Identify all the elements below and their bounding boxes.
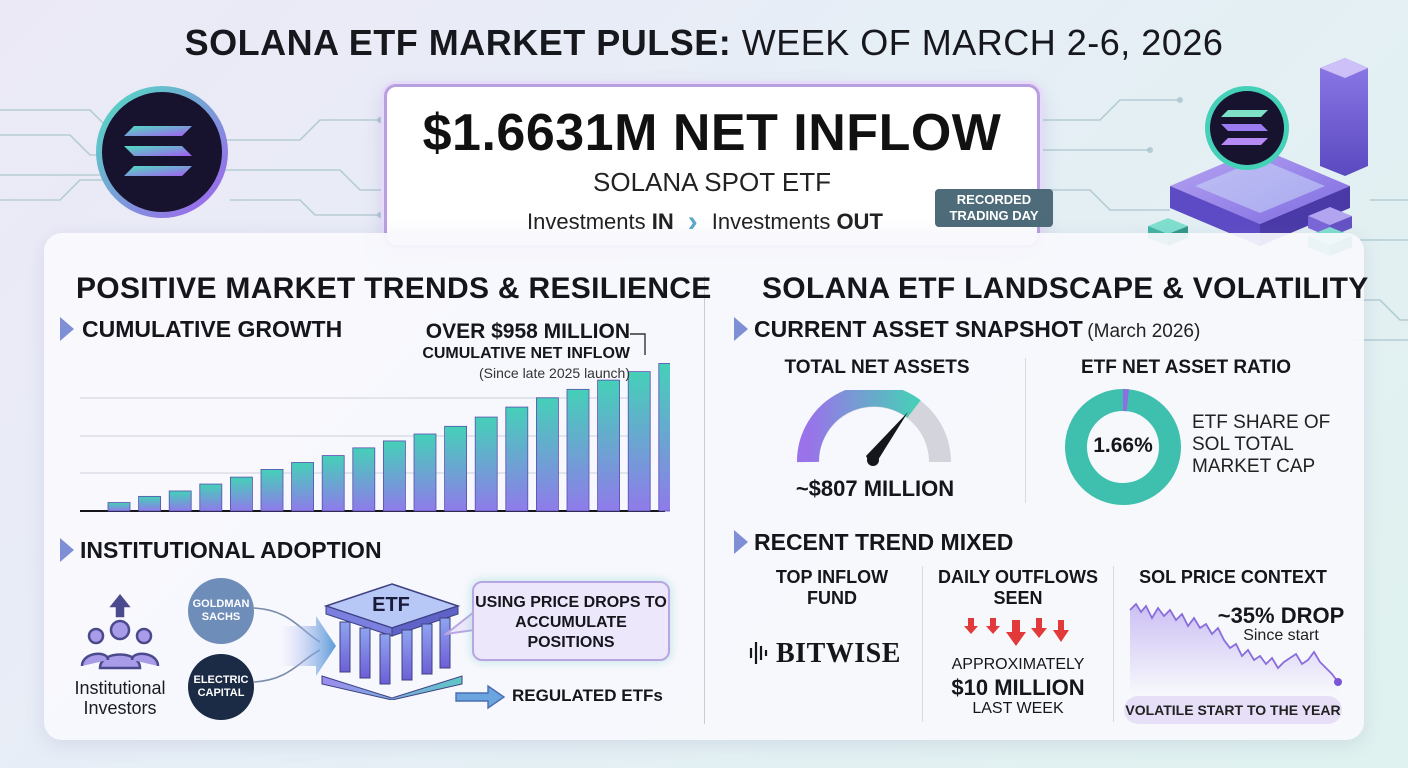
solana-logo [96, 86, 228, 218]
page-title: SOLANA ETF MARKET PULSE: WEEK OF MARCH 2… [184, 22, 1224, 63]
chart-bar [444, 425, 468, 512]
net-asset-ratio-donut [1065, 389, 1181, 505]
price-drop-since-label: Since start [1243, 627, 1319, 644]
outflows-period-label: LAST WEEK [972, 700, 1064, 717]
goldman-sachs-logo: GOLDMAN SACHS [188, 578, 254, 644]
bullet-triangle-icon [734, 530, 748, 554]
outflows-value: $10 MILLION [951, 675, 1085, 700]
chart-bar [658, 363, 670, 512]
total-net-assets-label: TOTAL NET ASSETS [784, 357, 970, 378]
down-arrows-icon [964, 618, 1069, 646]
price-drop-callout: USING PRICE DROPS TO ACCUMULATE POSITION… [472, 581, 670, 661]
ratio-description: ETF SHARE OF SOL TOTAL MARKET CAP [1192, 412, 1331, 477]
institutional-adoption-heading: INSTITUTIONAL ADOPTION [80, 537, 382, 563]
net-inflow-amount: $1.6631M NET INFLOW [422, 104, 1002, 162]
flow-in-label: Investments IN [527, 209, 674, 234]
flow-out-label: Investments OUT [711, 209, 883, 234]
chevron-right-icon: › [687, 205, 698, 238]
total-assets-gauge [796, 390, 951, 466]
hero-subtitle: SOLANA SPOT ETF [593, 167, 831, 197]
investment-flow: Investments IN › Investments OUT [527, 205, 883, 239]
asset-snapshot-heading: CURRENT ASSET SNAPSHOT (March 2026) [754, 316, 1201, 342]
arrow-right-icon [455, 684, 506, 710]
institutional-investors-icon [80, 594, 160, 670]
chart-bar [597, 379, 620, 512]
chart-bar [627, 371, 651, 512]
cumulative-growth-heading: CUMULATIVE GROWTH [82, 316, 343, 342]
bitwise-fund-name: BITWISE [776, 638, 901, 669]
sol-price-sparkline [1129, 602, 1342, 694]
chart-bar [199, 483, 223, 512]
chart-bar [107, 502, 131, 512]
ratio-slice [1065, 389, 1181, 505]
cumulative-sublabel: CUMULATIVE NET INFLOW [422, 345, 630, 362]
regulated-etfs-label: REGULATED ETFs [512, 686, 663, 705]
trend-divider-2 [1113, 566, 1114, 722]
section-divider [704, 276, 705, 724]
left-section-title: POSITIVE MARKET TRENDS & RESILIENCE [76, 272, 712, 305]
chart-bar [291, 462, 315, 512]
cumulative-since-label: (Since late 2025 launch) [479, 365, 630, 381]
price-drop-value: ~35% DROP [1217, 603, 1345, 628]
etf-building-icon [321, 583, 463, 700]
snapshot-divider [1025, 358, 1026, 503]
chart-bar [321, 455, 345, 512]
sol-price-context-label: SOL PRICE CONTEXT [1139, 567, 1327, 587]
solana-platform-illustration [1148, 58, 1368, 256]
trend-divider-1 [922, 566, 923, 722]
flow-arrows [253, 607, 336, 683]
chart-bar [229, 476, 253, 512]
chart-bar [168, 490, 192, 512]
daily-outflows-label: DAILY OUTFLOWS SEEN [937, 567, 1098, 608]
total-net-assets-value: ~$807 MILLION [795, 476, 955, 501]
electric-capital-logo: ELECTRIC CAPITAL [188, 654, 254, 720]
top-inflow-fund-label: TOP INFLOW FUND [775, 567, 889, 608]
bullet-triangle-icon [60, 317, 74, 341]
annotation-leader [630, 333, 646, 355]
etf-net-asset-ratio-label: ETF NET ASSET RATIO [1080, 357, 1292, 378]
etf-label: ETF [372, 594, 410, 616]
bullet-triangle-icon [60, 538, 74, 562]
chart-bar [382, 440, 406, 512]
institutional-investors-label: Institutional Investors [74, 678, 166, 718]
chart-bar [413, 433, 437, 512]
chart-bar [260, 469, 284, 512]
cumulative-label: OVER $958 MILLION [425, 320, 630, 343]
chart-bar [535, 397, 559, 512]
chart-bar [352, 447, 376, 512]
hero-card: $1.6631M NET INFLOW SOLANA SPOT ETF Inve… [384, 84, 1053, 248]
chart-bar [505, 406, 529, 512]
volatile-start-tag: VOLATILE START TO THE YEAR [1124, 696, 1342, 724]
cumulative-growth-chart [80, 333, 670, 512]
bitwise-logo-icon [749, 642, 768, 664]
right-section-title: SOLANA ETF LANDSCAPE & VOLATILITY [762, 272, 1369, 305]
chart-bar [566, 388, 590, 512]
ratio-value: 1.66% [1093, 434, 1153, 457]
recent-trend-heading: RECENT TREND MIXED [754, 529, 1014, 555]
recorded-trading-day-badge: RECORDED TRADING DAY [935, 189, 1053, 227]
outflows-approx-label: APPROXIMATELY [951, 656, 1085, 673]
bullet-triangle-icon [734, 317, 748, 341]
chart-bar [474, 416, 498, 512]
chart-bar [138, 495, 161, 512]
